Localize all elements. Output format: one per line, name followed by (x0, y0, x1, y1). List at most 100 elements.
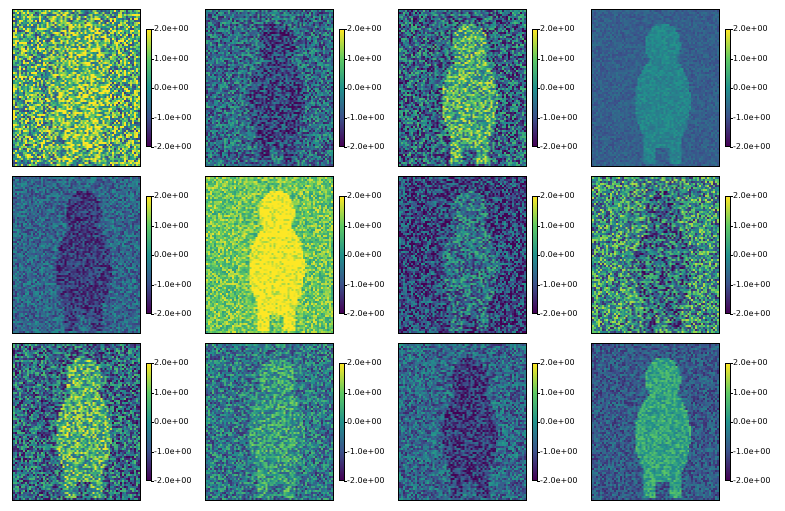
colorbar-tick-mark (730, 314, 733, 315)
colorbar-tick-label: -1.0e+00 (154, 113, 192, 122)
colorbar-tick-mark (730, 481, 733, 482)
colorbar-tick-mark (344, 363, 347, 364)
colorbar-tick-label: 1.0e+00 (347, 54, 382, 63)
colorbar-tick-label: 1.0e+00 (154, 388, 189, 397)
colorbar-tick-label: 1.0e+00 (540, 388, 575, 397)
colorbar-tick-label: 2.0e+00 (347, 191, 382, 200)
colorbar-tick-label: 0.0e+00 (347, 83, 382, 92)
colorbar-tick-label: 2.0e+00 (733, 358, 768, 367)
colorbar-tick-label: 1.0e+00 (347, 221, 382, 230)
colorbar-tick-label: -1.0e+00 (540, 280, 578, 289)
colorbar-tick-label: 2.0e+00 (154, 191, 189, 200)
colorbar-tick-label: 0.0e+00 (733, 250, 768, 259)
colorbar-tick-mark (344, 226, 347, 227)
colorbar-tick-label: 2.0e+00 (154, 358, 189, 367)
colorbar-tick-label: -2.0e+00 (154, 142, 192, 151)
colorbar-tick-label: -1.0e+00 (154, 280, 192, 289)
colorbar-tick-label: -2.0e+00 (733, 309, 771, 318)
colorbar-tick-label: -1.0e+00 (540, 113, 578, 122)
colorbar-tick-label: 1.0e+00 (347, 388, 382, 397)
colorbar-tick-mark (344, 422, 347, 423)
colorbar-tick-label: 1.0e+00 (154, 221, 189, 230)
colorbar-tick-label: -2.0e+00 (540, 476, 578, 485)
colorbar-tick-label: 2.0e+00 (154, 24, 189, 33)
colorbar-tick-label: 2.0e+00 (540, 191, 575, 200)
colorbar-tick-mark (730, 393, 733, 394)
colorbar-tick-label: 2.0e+00 (347, 24, 382, 33)
heatmap-image (591, 343, 720, 501)
colorbar-tick-label: 0.0e+00 (347, 417, 382, 426)
colorbar-tick-mark (344, 118, 347, 119)
colorbar-tick-label: 2.0e+00 (733, 191, 768, 200)
colorbar-tick-mark (537, 363, 540, 364)
colorbar-tick-mark (151, 363, 154, 364)
colorbar-tick-label: -2.0e+00 (154, 476, 192, 485)
heatmap-image (205, 9, 334, 167)
colorbar-tick-label: 1.0e+00 (733, 388, 768, 397)
colorbar-tick-mark (537, 88, 540, 89)
heatmap-image (12, 176, 141, 334)
colorbar-tick-mark (730, 285, 733, 286)
colorbar-tick-mark (730, 118, 733, 119)
colorbar-tick-mark (344, 255, 347, 256)
colorbar-tick-mark (151, 422, 154, 423)
colorbar-tick-label: -2.0e+00 (154, 309, 192, 318)
colorbar-tick-mark (344, 29, 347, 30)
colorbar-tick-label: 0.0e+00 (540, 83, 575, 92)
colorbar-tick-label: -2.0e+00 (733, 142, 771, 151)
colorbar-tick-label: -1.0e+00 (733, 113, 771, 122)
colorbar-tick-mark (537, 147, 540, 148)
colorbar-tick-mark (537, 452, 540, 453)
colorbar-tick-mark (537, 255, 540, 256)
colorbar-tick-mark (730, 422, 733, 423)
colorbar-tick-label: -1.0e+00 (347, 280, 385, 289)
colorbar-tick-mark (730, 29, 733, 30)
heatmap-image (398, 343, 527, 501)
colorbar-tick-mark (344, 59, 347, 60)
colorbar-tick-mark (151, 255, 154, 256)
heatmap-image (591, 9, 720, 167)
colorbar-tick-label: 0.0e+00 (347, 250, 382, 259)
colorbar-tick-mark (537, 29, 540, 30)
colorbar-tick-label: -2.0e+00 (540, 309, 578, 318)
colorbar-tick-mark (730, 363, 733, 364)
colorbar-tick-label: -2.0e+00 (347, 476, 385, 485)
colorbar-tick-label: -1.0e+00 (733, 447, 771, 456)
colorbar-tick-mark (151, 452, 154, 453)
colorbar-tick-label: 1.0e+00 (540, 221, 575, 230)
colorbar-tick-mark (537, 285, 540, 286)
colorbar-tick-label: 1.0e+00 (733, 54, 768, 63)
colorbar-tick-mark (151, 285, 154, 286)
colorbar-tick-mark (730, 226, 733, 227)
colorbar-tick-mark (151, 118, 154, 119)
colorbar-tick-label: 0.0e+00 (154, 250, 189, 259)
colorbar-tick-label: -2.0e+00 (347, 142, 385, 151)
colorbar-tick-mark (537, 422, 540, 423)
colorbar-tick-mark (151, 147, 154, 148)
colorbar-tick-mark (151, 59, 154, 60)
colorbar-tick-mark (537, 226, 540, 227)
heatmap-image (398, 176, 527, 334)
heatmap-image (591, 176, 720, 334)
colorbar-tick-mark (344, 285, 347, 286)
colorbar-tick-label: 2.0e+00 (347, 358, 382, 367)
colorbar-tick-mark (537, 196, 540, 197)
colorbar-tick-label: 0.0e+00 (540, 417, 575, 426)
colorbar-tick-mark (151, 226, 154, 227)
colorbar-tick-mark (151, 314, 154, 315)
colorbar-tick-label: 1.0e+00 (733, 221, 768, 230)
colorbar-tick-mark (537, 314, 540, 315)
colorbar-tick-mark (151, 29, 154, 30)
colorbar-tick-label: 2.0e+00 (733, 24, 768, 33)
colorbar-tick-label: -2.0e+00 (540, 142, 578, 151)
colorbar-tick-mark (730, 147, 733, 148)
colorbar-tick-label: 0.0e+00 (540, 250, 575, 259)
colorbar-tick-mark (730, 452, 733, 453)
colorbar-tick-label: 0.0e+00 (733, 83, 768, 92)
colorbar-tick-label: 0.0e+00 (154, 417, 189, 426)
colorbar-tick-mark (730, 59, 733, 60)
colorbar-tick-label: 2.0e+00 (540, 24, 575, 33)
colorbar-tick-mark (730, 196, 733, 197)
colorbar-tick-label: 1.0e+00 (540, 54, 575, 63)
